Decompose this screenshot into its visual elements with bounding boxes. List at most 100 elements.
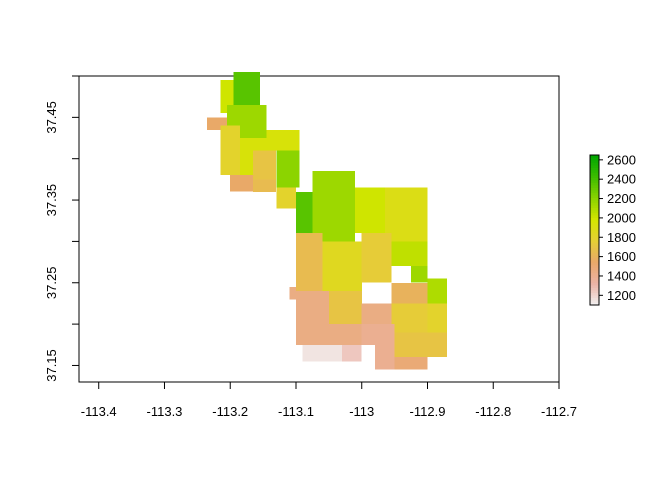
raster-block-10 — [253, 179, 277, 192]
legend-color-step — [590, 157, 599, 161]
legend-color-step — [590, 192, 599, 196]
raster-block-18 — [361, 233, 392, 283]
raster-block-11 — [276, 187, 296, 209]
raster-block-24 — [328, 291, 362, 325]
raster-block-14 — [355, 187, 385, 234]
raster-block-21 — [427, 278, 448, 304]
x-tick-label: -113.4 — [81, 404, 117, 419]
raster-block-33 — [342, 344, 362, 362]
raster-block-0 — [233, 71, 260, 105]
legend-color-step — [590, 292, 599, 296]
legend-color-step — [590, 230, 599, 233]
legend-frame — [589, 154, 600, 306]
legend-color-step — [590, 167, 599, 171]
legend-color-step — [590, 187, 599, 191]
raster-block-19 — [391, 241, 428, 267]
legend-color-step — [590, 222, 599, 226]
raster-block-12 — [296, 191, 313, 234]
legend-color-step — [590, 237, 599, 241]
legend-color-step — [590, 200, 599, 203]
legend-color-step — [590, 202, 599, 206]
legend-color-step — [590, 245, 599, 248]
legend-tick-label: 2400 — [607, 172, 636, 187]
raster-block-15 — [384, 187, 428, 242]
legend-color-step — [590, 232, 599, 236]
raster-block-27 — [391, 303, 428, 333]
legend-color-step — [590, 270, 599, 273]
legend-tick-label: 2200 — [607, 191, 636, 206]
legend-color-step — [590, 297, 599, 301]
color-legend: 1200 1400 1600 1800 2000 2200 2400 2600 — [589, 152, 636, 306]
raster-block-26 — [289, 286, 296, 300]
legend-color-step — [590, 272, 599, 276]
legend-color-step — [590, 207, 599, 211]
raster-block-29 — [296, 324, 362, 345]
legend-color-step — [590, 255, 599, 258]
legend-color-step — [590, 267, 599, 271]
legend-color-step — [590, 250, 599, 253]
legend-color-step — [590, 160, 599, 163]
legend-color-step — [590, 235, 599, 238]
legend-tick-label: 1800 — [607, 230, 636, 245]
legend-color-step — [590, 170, 599, 173]
x-axis: -113.4 -113.3 -113.2 -113.1 -113 -112.9 -112.8… — [81, 381, 577, 419]
legend-color-step — [590, 227, 599, 231]
raster-block-31 — [394, 332, 448, 358]
legend-color-step — [590, 220, 599, 223]
legend-color-step — [590, 210, 599, 213]
raster-block-30 — [361, 324, 395, 345]
legend-tick-label: 2000 — [607, 210, 636, 225]
y-axis: 37.15 37.25 37.35 37.45 — [44, 75, 80, 382]
raster-block-8 — [253, 150, 277, 180]
legend-tick-label: 1200 — [607, 288, 636, 303]
legend-color-step — [590, 287, 599, 291]
legend-color-step — [590, 197, 599, 201]
legend-color-step — [590, 165, 599, 168]
raster-block-20 — [411, 266, 428, 283]
raster-block-9 — [230, 175, 254, 192]
raster-layer — [207, 71, 448, 370]
legend-color-step — [590, 252, 599, 256]
legend-color-step — [590, 175, 599, 178]
legend-color-step — [590, 290, 599, 293]
legend-tick-label: 2600 — [607, 152, 636, 167]
legend-color-step — [590, 282, 599, 286]
legend-color-step — [590, 300, 599, 303]
raster-block-32 — [302, 344, 343, 362]
legend-color-step — [590, 215, 599, 218]
raster-block-22 — [391, 282, 428, 304]
legend-tick-label: 1600 — [607, 249, 636, 264]
legend-color-step — [590, 285, 599, 288]
raster-block-28 — [427, 303, 448, 333]
raster-block-35 — [394, 357, 428, 370]
y-tick-label: 37.15 — [44, 349, 59, 382]
raster-block-16 — [296, 233, 323, 291]
legend-color-step — [590, 225, 599, 228]
x-tick-label: -112.8 — [475, 404, 511, 419]
y-tick-label: 37.25 — [44, 267, 59, 300]
legend-color-step — [590, 240, 599, 243]
legend-color-step — [590, 217, 599, 221]
raster-block-25 — [361, 303, 392, 325]
x-tick-label: -113 — [349, 404, 374, 419]
x-tick-label: -112.9 — [410, 404, 446, 419]
raster-block-17 — [322, 241, 362, 291]
legend-color-step — [590, 212, 599, 216]
legend-color-step — [590, 277, 599, 281]
legend-color-step — [590, 247, 599, 251]
legend-tick-label: 1400 — [607, 268, 636, 283]
legend-color-step — [590, 295, 599, 298]
legend-color-step — [590, 302, 599, 306]
x-tick-label: -112.7 — [541, 404, 577, 419]
legend-color-step — [590, 172, 599, 176]
legend-color-step — [590, 260, 599, 263]
legend-color-step — [590, 182, 599, 186]
legend-color-step — [590, 155, 599, 158]
x-tick-label: -113.1 — [278, 404, 314, 419]
legend-color-step — [590, 177, 599, 181]
legend-color-step — [590, 205, 599, 208]
raster-block-34 — [374, 344, 395, 370]
raster-block-6 — [266, 129, 300, 151]
y-tick-label: 37.45 — [44, 101, 59, 134]
